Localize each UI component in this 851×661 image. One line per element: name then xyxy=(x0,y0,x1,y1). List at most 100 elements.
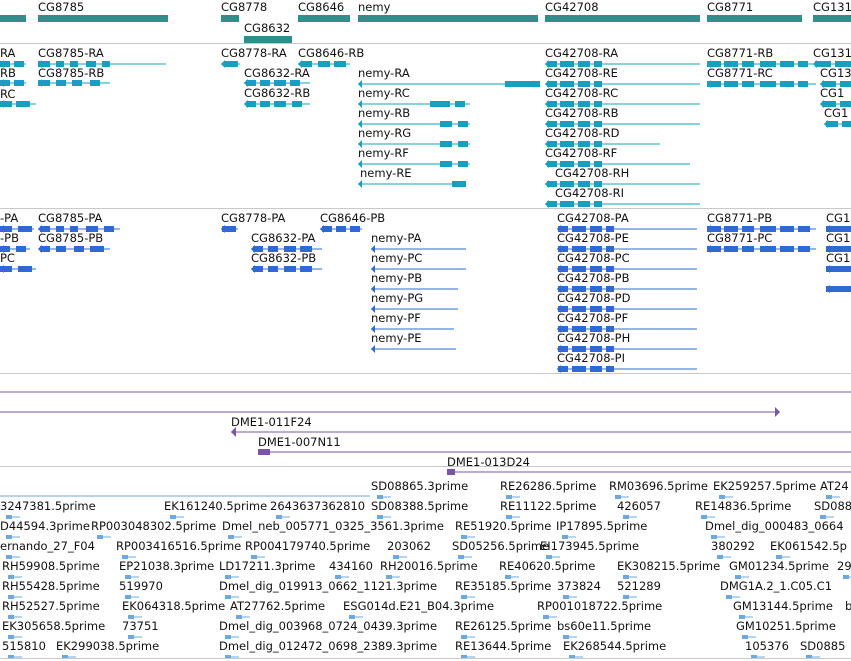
feature-exon-block[interactable] xyxy=(594,201,602,207)
feature-exon-block[interactable] xyxy=(14,61,24,67)
feature-exon-block[interactable] xyxy=(798,61,808,67)
feature-exon-block[interactable] xyxy=(815,61,831,67)
est-block[interactable] xyxy=(820,515,826,519)
feature-exon-block[interactable] xyxy=(56,61,64,67)
est-block[interactable] xyxy=(726,595,732,599)
feature-exon-block[interactable] xyxy=(572,286,586,292)
gene-bar[interactable] xyxy=(38,15,168,22)
feature-exon-block[interactable] xyxy=(18,226,32,232)
est-block[interactable] xyxy=(276,515,282,519)
feature-exon-block[interactable] xyxy=(835,61,851,67)
feature-exon-block[interactable] xyxy=(724,246,738,252)
transcript-label[interactable]: CG13 xyxy=(820,66,851,80)
feature-exon-block[interactable] xyxy=(760,61,776,67)
feature-exon-block[interactable] xyxy=(560,181,574,187)
est-label[interactable]: RE11122.5prime xyxy=(500,499,597,513)
feature-exon-block[interactable] xyxy=(40,246,50,252)
feature-exon-block[interactable] xyxy=(90,80,100,86)
clone-end-block[interactable] xyxy=(447,469,455,475)
est-label[interactable]: Dmel_dig_012472_0698_2389.3prime xyxy=(219,639,438,653)
feature-exon-block[interactable] xyxy=(842,121,851,127)
transcript-label[interactable]: CG8632-RB xyxy=(244,86,311,100)
est-label[interactable]: 515810 xyxy=(2,639,46,653)
est-label[interactable]: bs60e11.5prime xyxy=(557,619,652,633)
feature-exon-block[interactable] xyxy=(594,61,602,67)
feature-exon-block[interactable] xyxy=(594,101,602,107)
est-block[interactable] xyxy=(335,575,341,579)
feature-exon-block[interactable] xyxy=(590,246,602,252)
feature-exon-block[interactable] xyxy=(268,266,278,272)
est-label[interactable]: RE51920.5prime xyxy=(455,519,552,533)
est-block[interactable] xyxy=(225,635,231,639)
feature-exon-block[interactable] xyxy=(606,246,614,252)
gene-bar[interactable] xyxy=(707,15,802,22)
gene-label[interactable]: CG8632 xyxy=(244,21,291,35)
feature-exon-block[interactable] xyxy=(440,121,452,127)
est-label[interactable]: EK161240.5prime xyxy=(164,499,268,513)
protein-label[interactable]: CG8785-PA xyxy=(38,211,103,225)
gene-bar[interactable] xyxy=(545,15,700,22)
transcript-label[interactable]: CG42708-RB xyxy=(545,106,619,120)
protein-label[interactable]: CG8771-PC xyxy=(707,231,773,245)
est-block[interactable] xyxy=(8,595,14,599)
est-block[interactable] xyxy=(170,515,176,519)
est-label[interactable]: RP003048302.5prime xyxy=(91,519,217,533)
feature-exon-block[interactable] xyxy=(90,246,104,252)
feature-exon-block[interactable] xyxy=(224,61,238,67)
protein-label[interactable]: CG8646-PB xyxy=(320,211,386,225)
feature-exon-block[interactable] xyxy=(578,81,590,87)
protein-label[interactable]: CG8771-PB xyxy=(707,211,773,225)
protein-label[interactable]: CG1 xyxy=(826,211,851,225)
est-label[interactable]: RE40620.5prime xyxy=(499,559,596,573)
feature-exon-block[interactable] xyxy=(840,81,851,87)
feature-exon-block[interactable] xyxy=(560,101,574,107)
feature-exon-block[interactable] xyxy=(826,246,851,252)
protein-label[interactable]: CG1 xyxy=(826,251,851,265)
feature-exon-block[interactable] xyxy=(284,266,296,272)
gene-bar[interactable] xyxy=(221,15,239,22)
feature-exon-block[interactable] xyxy=(606,266,614,272)
feature-exon-block[interactable] xyxy=(558,246,568,252)
protein-label[interactable]: CG8778-PA xyxy=(221,211,286,225)
feature-exon-block[interactable] xyxy=(70,226,78,232)
transcript-label[interactable]: CG8778-RA xyxy=(221,46,287,60)
feature-exon-block[interactable] xyxy=(578,121,590,127)
feature-exon-block[interactable] xyxy=(560,141,574,147)
protein-label[interactable]: CG42708-PH xyxy=(557,331,631,345)
est-block[interactable] xyxy=(8,635,14,639)
est-label[interactable]: DMG1A.2_1.C05.C1 xyxy=(720,579,833,593)
feature-exon-block[interactable] xyxy=(578,181,590,187)
transcript-label[interactable]: CG42708-RF xyxy=(545,146,618,160)
feature-exon-block[interactable] xyxy=(826,121,838,127)
feature-exon-block[interactable] xyxy=(558,326,568,332)
transcript-label[interactable]: RA xyxy=(0,46,16,60)
est-block[interactable] xyxy=(125,595,131,599)
feature-exon-block[interactable] xyxy=(707,81,721,87)
feature-exon-block[interactable] xyxy=(572,226,586,232)
feature-exon-block[interactable] xyxy=(590,366,602,372)
feature-exon-block[interactable] xyxy=(0,61,10,67)
transcript-label[interactable]: CG42708-RI xyxy=(555,186,625,200)
est-block[interactable] xyxy=(569,655,575,659)
transcript-label[interactable]: CG8632-RA xyxy=(244,66,310,80)
feature-exon-block[interactable] xyxy=(742,81,754,87)
feature-exon-block[interactable] xyxy=(578,61,590,67)
feature-exon-block[interactable] xyxy=(560,61,574,67)
est-block[interactable] xyxy=(377,515,383,519)
feature-exon-block[interactable] xyxy=(724,226,738,232)
est-label[interactable]: RP001018722.5prime xyxy=(537,599,663,613)
est-label[interactable]: 73751 xyxy=(122,619,159,633)
est-label[interactable]: SD05256.5prime xyxy=(452,539,550,553)
feature-exon-block[interactable] xyxy=(590,326,602,332)
est-block[interactable] xyxy=(225,575,231,579)
feature-exon-block[interactable] xyxy=(606,366,614,372)
feature-exon-block[interactable] xyxy=(246,101,256,107)
est-label[interactable]: ernando_27_F04 xyxy=(0,539,95,553)
feature-exon-block[interactable] xyxy=(452,181,466,187)
feature-exon-block[interactable] xyxy=(547,141,557,147)
est-label[interactable]: SD0886 xyxy=(814,499,851,513)
est-label[interactable]: Dmel_dig_000483_0664 xyxy=(705,519,844,533)
transcript-label[interactable]: CG8646-RB xyxy=(298,46,365,60)
feature-exon-block[interactable] xyxy=(578,141,590,147)
est-label[interactable]: EK259257.5prime xyxy=(713,479,817,493)
